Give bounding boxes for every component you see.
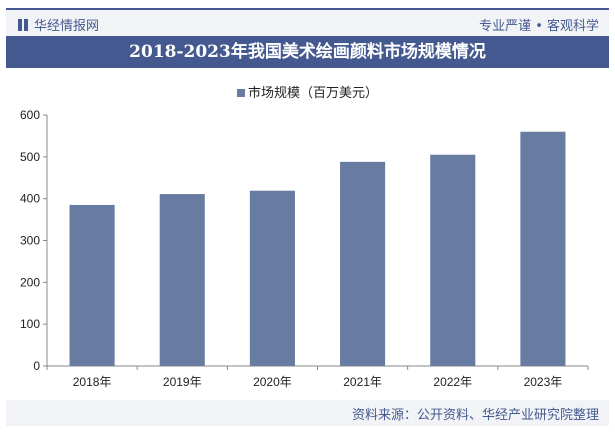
y-tick-label: 200 (20, 275, 40, 289)
y-tick-label: 100 (20, 317, 40, 331)
bar-2018年 (69, 204, 115, 366)
bar-chart: 0 100 200 300 400 500 600 2018年 2019年 2020年 2021年 2… (20, 108, 589, 389)
logo: 华经情报网 (18, 15, 99, 34)
bar-2023年 (520, 131, 566, 366)
top-rule (6, 8, 609, 10)
slogan: 专业严谨 • 客观科学 (479, 19, 599, 34)
y-tick-label: 500 (20, 150, 40, 164)
y-tick-label: 0 (33, 359, 40, 373)
legend-label: 市场规模（百万美元） (247, 86, 378, 101)
bar-2019年 (159, 194, 205, 366)
bar-2020年 (249, 190, 295, 366)
y-tick-label: 400 (20, 192, 40, 206)
bar-2022年 (430, 154, 476, 366)
x-tick-label: 2021年 (343, 375, 382, 389)
header: 华经情报网 专业严谨 • 客观科学 (6, 10, 609, 36)
y-tick-label: 600 (20, 108, 40, 122)
source-note: 资料来源：公开资料、华经产业研究院整理 (351, 408, 599, 423)
x-tick-label: 2022年 (433, 375, 472, 389)
footer: 资料来源：公开资料、华经产业研究院整理 (6, 400, 609, 426)
chart-title: 2018-2023年我国美术绘画颜料市场规模情况 (6, 36, 609, 68)
legend-swatch (236, 89, 245, 97)
x-tick-label: 2023年 (524, 375, 563, 389)
x-tick-label: 2020年 (253, 375, 292, 389)
x-tick-label: 2019年 (163, 375, 202, 389)
legend: 市场规模（百万美元） (0, 82, 615, 101)
logo-icon (18, 18, 28, 31)
logo-text: 华经情报网 (34, 19, 100, 34)
bar-2021年 (340, 161, 386, 366)
x-tick-label: 2018年 (73, 375, 112, 389)
y-tick-label: 300 (20, 234, 40, 248)
